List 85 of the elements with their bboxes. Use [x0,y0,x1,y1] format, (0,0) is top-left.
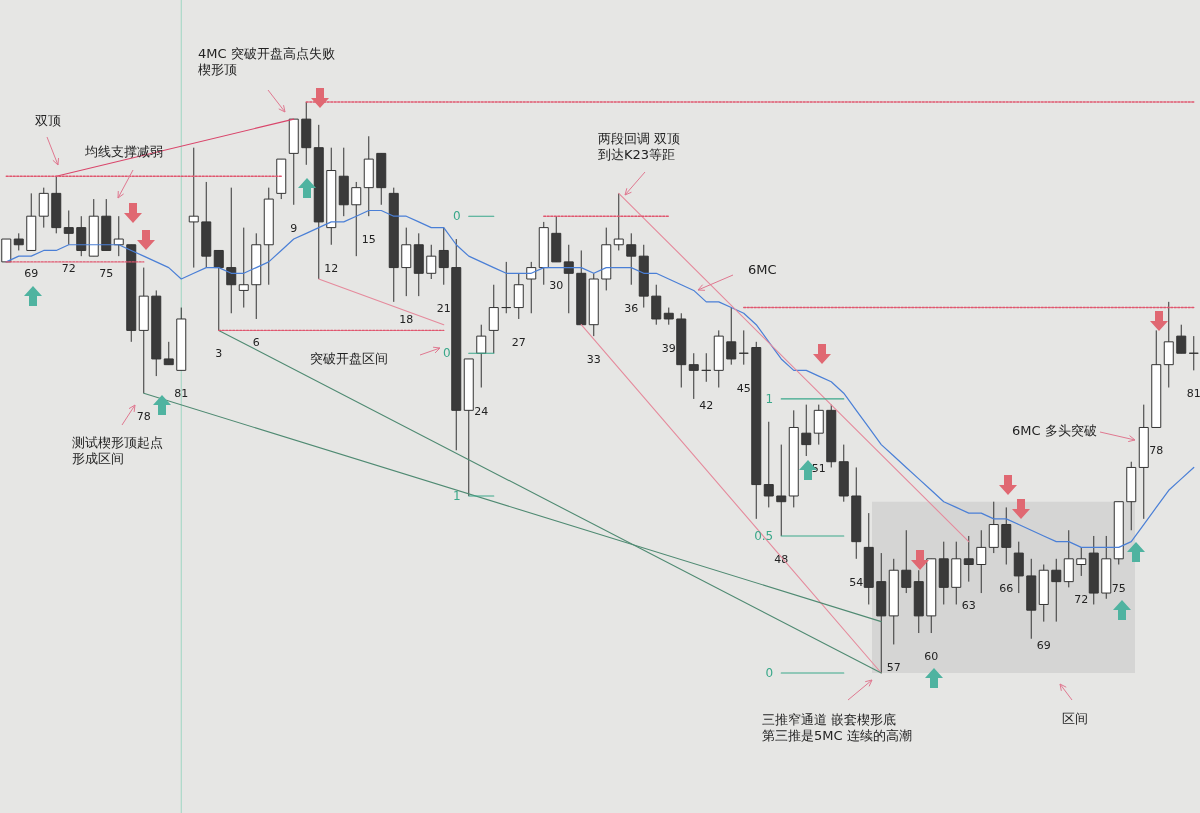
x-tick-label: 30 [549,278,564,292]
x-tick-label: 81 [174,387,189,401]
x-tick-label: 60 [924,650,939,664]
candlestick [351,181,362,257]
x-tick-label: 15 [361,233,376,247]
x-tick-label: 78 [136,410,151,424]
candlestick [1163,301,1174,388]
series-label: 0 [443,346,451,361]
annotation: 6MC 多头突破 [1012,423,1097,438]
candlestick [213,249,224,331]
series-label: 1 [765,391,774,406]
candlestick [776,444,787,537]
text: 4MC 突破开盘高点失败楔形顶 [198,46,335,77]
candlestick [988,501,999,554]
x-tick-label: 18 [399,313,414,327]
series-label: 0.5 [754,528,774,543]
band-label: 区间 [1062,711,1088,726]
candlestick [113,215,124,257]
candlestick [63,209,74,246]
candlestick [526,261,537,314]
series-label: 0 [453,209,461,224]
candlestick [813,404,824,446]
x-tick-label: 45 [736,381,751,395]
candlestick [651,284,662,326]
candlestick [626,232,637,286]
candlestick [726,307,737,366]
candlestick [1001,506,1012,566]
candlestick [1076,546,1087,577]
candlestick [426,244,437,280]
text: 三推窄通道 嵌套楔形底第三推是5MC 连续的高潮 [762,712,912,743]
candlestick [238,227,249,309]
candlestick [613,192,624,251]
candlestick [401,227,412,297]
candlestick [963,535,974,583]
candlestick [38,187,49,229]
x-tick-label: 6 [252,335,260,349]
x-tick-label: 21 [436,301,451,315]
annotation: 6MC [748,262,777,277]
candlestick [163,341,174,366]
candlestick [188,147,199,269]
x-tick-label: 63 [961,598,976,612]
candlestick [801,404,812,457]
annotation: 两段回调 双顶到达K23等距 [598,131,681,162]
x-tick-label: 9 [290,221,298,235]
candlestick [76,215,87,257]
x-tick-label: 66 [999,581,1014,595]
x-tick-label: 69 [1036,638,1051,652]
candlestick [563,244,574,314]
candlestick [476,324,487,388]
x-tick-label: 75 [1111,581,1126,595]
series-label: 0 [765,666,774,680]
candlestick [901,529,912,594]
candlestick [688,352,699,400]
x-tick-label: 3 [215,347,223,361]
x-tick-label: 27 [511,335,526,349]
candlestick [488,284,499,354]
annotation: 突破开盘区间 [310,351,388,366]
candlestick [438,227,449,286]
x-tick-label: 48 [774,552,789,566]
candlestick [1051,558,1062,623]
x-tick-label: 39 [661,341,676,355]
x-tick-label: 54 [849,575,864,589]
x-tick-label: 42 [699,398,714,412]
x-tick-label: 72 [61,261,76,275]
x-tick-label: 36 [624,301,639,315]
candlestick [1063,529,1074,588]
candlestick [763,421,774,508]
candlestick [513,272,524,320]
x-tick-label: 72 [1074,592,1089,606]
candlestick [226,187,237,314]
x-tick-label: 12 [324,261,339,275]
candlestick [976,529,987,594]
x-tick-label: 69 [24,267,39,281]
x-tick-label: 24 [474,404,489,418]
x-tick-label: 75 [99,267,114,281]
annotation: 测试楔形顶起点形成区间 [72,435,163,466]
x-tick-label: 51 [811,461,826,475]
x-tick-label: 57 [886,661,901,675]
x-tick-label: 33 [586,353,601,367]
candlestick [1013,541,1024,594]
x-tick-label: 81 [1186,387,1200,401]
annotation: 双顶 [35,113,61,128]
candlestick [1176,324,1187,354]
series-label: 1 [453,488,461,503]
x-tick-label: 78 [1149,444,1164,458]
